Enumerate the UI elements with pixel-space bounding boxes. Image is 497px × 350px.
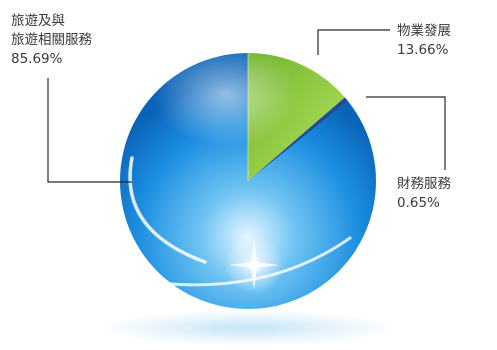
leader-line-travel — [47, 78, 132, 183]
pie-slice-finance — [248, 97, 349, 181]
series-name: 財務服務 — [397, 176, 451, 192]
leader-line-property — [317, 29, 390, 55]
series-name-line-2: 旅遊相關服務 — [11, 32, 92, 48]
series-value: 0.65% — [397, 195, 440, 211]
callout-label-property: 物業發展 13.66% — [397, 22, 451, 60]
series-value: 13.66% — [397, 42, 449, 58]
callout-label-finance: 財務服務 0.65% — [397, 175, 451, 213]
series-name: 物業發展 — [397, 23, 451, 39]
callout-leader-lines — [47, 29, 446, 183]
sphere-gloss — [128, 43, 352, 295]
series-name-line-1: 旅遊及與 — [11, 13, 65, 29]
sphere-reflection — [98, 310, 398, 346]
leader-line-finance — [366, 96, 446, 170]
callout-label-travel: 旅遊及與 旅遊相關服務 85.69% — [11, 12, 92, 69]
series-value: 85.69% — [11, 51, 63, 67]
